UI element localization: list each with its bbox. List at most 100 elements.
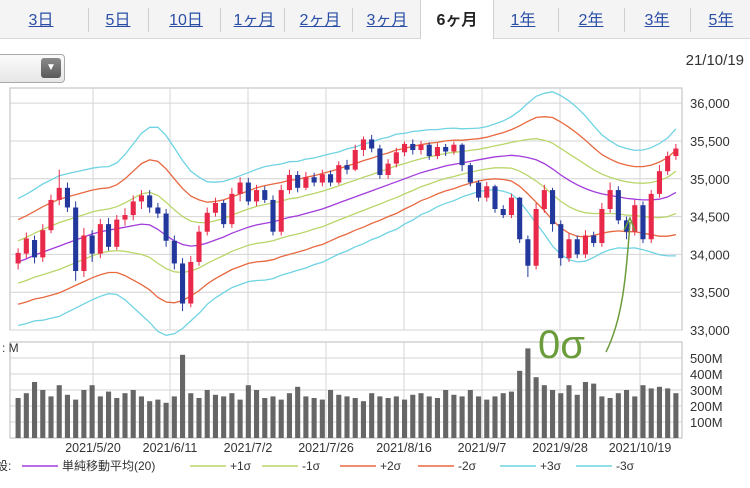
- volume-bar: [665, 388, 671, 438]
- volume-bar: [508, 391, 514, 438]
- volume-bar: [492, 396, 498, 438]
- indicator-select[interactable]: ▼: [0, 54, 65, 83]
- x-tick-label: 2021/5/20: [65, 441, 121, 455]
- volume-tick-label: 500M: [690, 351, 723, 366]
- candle-body: [360, 139, 366, 151]
- tab-3[interactable]: 1ヶ月: [233, 12, 275, 29]
- volume-bar: [393, 396, 399, 438]
- volume-bar: [402, 399, 408, 438]
- price-tick-label: 34,500: [690, 210, 730, 225]
- volume-bar: [163, 402, 169, 438]
- volume-bar: [311, 398, 317, 438]
- candle-body: [204, 212, 210, 232]
- band-minus2-line: [17, 178, 677, 305]
- volume-bar: [97, 396, 103, 438]
- tab-0[interactable]: 3日: [28, 12, 54, 29]
- tab-8[interactable]: 2年: [578, 12, 604, 29]
- tab-10[interactable]: 5年: [708, 12, 734, 29]
- legend-label: 単純移動平均(20): [62, 459, 155, 473]
- tab-separator: [624, 8, 625, 32]
- volume-bar: [237, 399, 243, 438]
- candle-body: [369, 139, 375, 149]
- volume-bar: [254, 390, 260, 438]
- volume-bar: [89, 385, 95, 438]
- volume-tick-label: 300M: [690, 383, 723, 398]
- candle-body: [245, 182, 251, 202]
- candle-body: [541, 190, 547, 209]
- volume-plot-area: [9, 341, 683, 439]
- chevron-down-icon[interactable]: ▼: [41, 58, 61, 78]
- volume-bar: [245, 385, 251, 438]
- candle-body: [443, 146, 449, 152]
- tab-4[interactable]: 2ヶ月: [299, 12, 341, 29]
- candle-body: [410, 143, 416, 151]
- volume-bar: [122, 393, 128, 438]
- volume-bar: [360, 401, 366, 438]
- candle-body: [418, 144, 424, 151]
- candle-body: [525, 239, 531, 266]
- tab-5[interactable]: 3ヶ月: [366, 12, 408, 29]
- candle-body: [270, 199, 276, 232]
- volume-bar: [656, 386, 662, 438]
- volume-bar: [286, 393, 292, 438]
- candle-body: [336, 165, 342, 183]
- candle-body: [303, 177, 309, 188]
- volume-tick-label: 200M: [690, 399, 723, 414]
- candle-body: [558, 224, 564, 259]
- volume-bar: [23, 393, 29, 438]
- volume-bar: [196, 398, 202, 438]
- candle-body: [221, 202, 227, 225]
- volume-tick-label: 400M: [690, 367, 723, 382]
- x-tick-label: 2021/8/16: [376, 441, 432, 455]
- candle-body: [180, 263, 186, 304]
- tab-separator: [284, 8, 285, 32]
- tab-6[interactable]: 6ヶ月: [420, 0, 494, 39]
- candle-body: [673, 148, 679, 157]
- volume-bar: [336, 394, 342, 438]
- volume-bar: [517, 370, 523, 438]
- candle-body: [81, 235, 87, 272]
- tab-separator: [352, 8, 353, 32]
- candle-body: [550, 190, 556, 225]
- volume-bar: [385, 398, 391, 438]
- volume-bar: [221, 396, 227, 438]
- volume-bar: [328, 390, 334, 438]
- candle-body: [32, 240, 38, 258]
- x-tick-label: 2021/9/7: [458, 441, 507, 455]
- candle-body: [656, 171, 662, 194]
- tab-7[interactable]: 1年: [510, 12, 536, 29]
- candle-body: [385, 163, 391, 175]
- volume-bar: [582, 382, 588, 438]
- tab-separator: [558, 8, 559, 32]
- price-tick-label: 35,000: [690, 172, 730, 187]
- candle-body: [73, 207, 79, 272]
- candle-body: [40, 230, 46, 258]
- volume-bar: [262, 398, 268, 438]
- tab-9[interactable]: 3年: [644, 12, 670, 29]
- volume-bar: [204, 390, 210, 438]
- volume-bar: [147, 401, 153, 438]
- candle-body: [89, 235, 95, 254]
- volume-bar: [377, 396, 383, 438]
- tab-2[interactable]: 10日: [169, 12, 203, 29]
- price-tick-label: 33,000: [690, 323, 730, 338]
- volume-bar: [106, 391, 112, 438]
- candle-body: [352, 150, 358, 170]
- candle-body: [106, 224, 112, 247]
- volume-bar: [418, 393, 424, 438]
- candle-body: [15, 252, 21, 264]
- band-plus3-line: [17, 91, 677, 199]
- candle-body: [467, 165, 473, 183]
- volume-bar: [410, 394, 416, 438]
- candle-body: [278, 190, 284, 232]
- band-minus1-line: [17, 167, 677, 284]
- volume-bar: [188, 393, 194, 438]
- candle-body: [451, 144, 457, 152]
- candle-body: [393, 152, 399, 164]
- tab-1[interactable]: 5日: [105, 12, 131, 29]
- volume-bar: [155, 399, 161, 438]
- x-tick-label: 2021/9/28: [532, 441, 588, 455]
- candle-body: [188, 261, 194, 304]
- x-tick-label: 2021/7/2: [224, 441, 273, 455]
